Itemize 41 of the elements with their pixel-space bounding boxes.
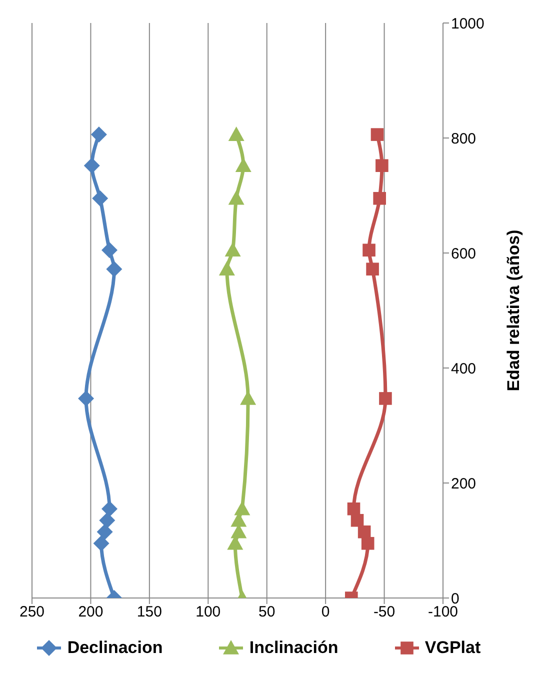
point (347, 502, 360, 516)
point (96, 524, 113, 540)
legend-label: Declinacion (67, 638, 163, 658)
x-tick-label: 100 (196, 604, 221, 621)
point (362, 244, 376, 257)
point (78, 390, 94, 406)
point (92, 190, 108, 206)
x-tick-label: -50 (373, 604, 396, 621)
x-tick-label: 250 (19, 604, 45, 621)
point (370, 128, 384, 141)
legend-label: Inclinación (249, 638, 338, 658)
point (358, 525, 371, 538)
point (361, 536, 374, 550)
x-tick-label: 0 (321, 604, 330, 621)
point (373, 192, 386, 205)
point (376, 159, 388, 172)
point (218, 261, 235, 276)
point (224, 242, 241, 257)
point (366, 262, 379, 276)
x-tick-label: 50 (258, 604, 276, 621)
point (228, 190, 244, 205)
legend-label: VGPlat (424, 638, 481, 658)
point (93, 535, 110, 552)
y-tick-label: 800 (451, 130, 476, 148)
y-axis-title: Edad relativa (años) (504, 230, 524, 392)
point (102, 500, 118, 517)
y-tick-label: 400 (451, 360, 476, 378)
point (102, 242, 118, 258)
point (106, 261, 122, 278)
point (84, 158, 100, 174)
point (99, 512, 116, 528)
y-tick-label: 600 (451, 245, 476, 262)
point (228, 126, 244, 141)
point (379, 392, 392, 405)
y-tick-label: 200 (451, 475, 476, 492)
point (90, 126, 107, 143)
point (350, 514, 364, 527)
point (235, 158, 252, 172)
y-tick-label: 1000 (451, 15, 484, 32)
x-tick-label: 150 (136, 604, 162, 621)
x-tick-label: 200 (78, 604, 104, 621)
